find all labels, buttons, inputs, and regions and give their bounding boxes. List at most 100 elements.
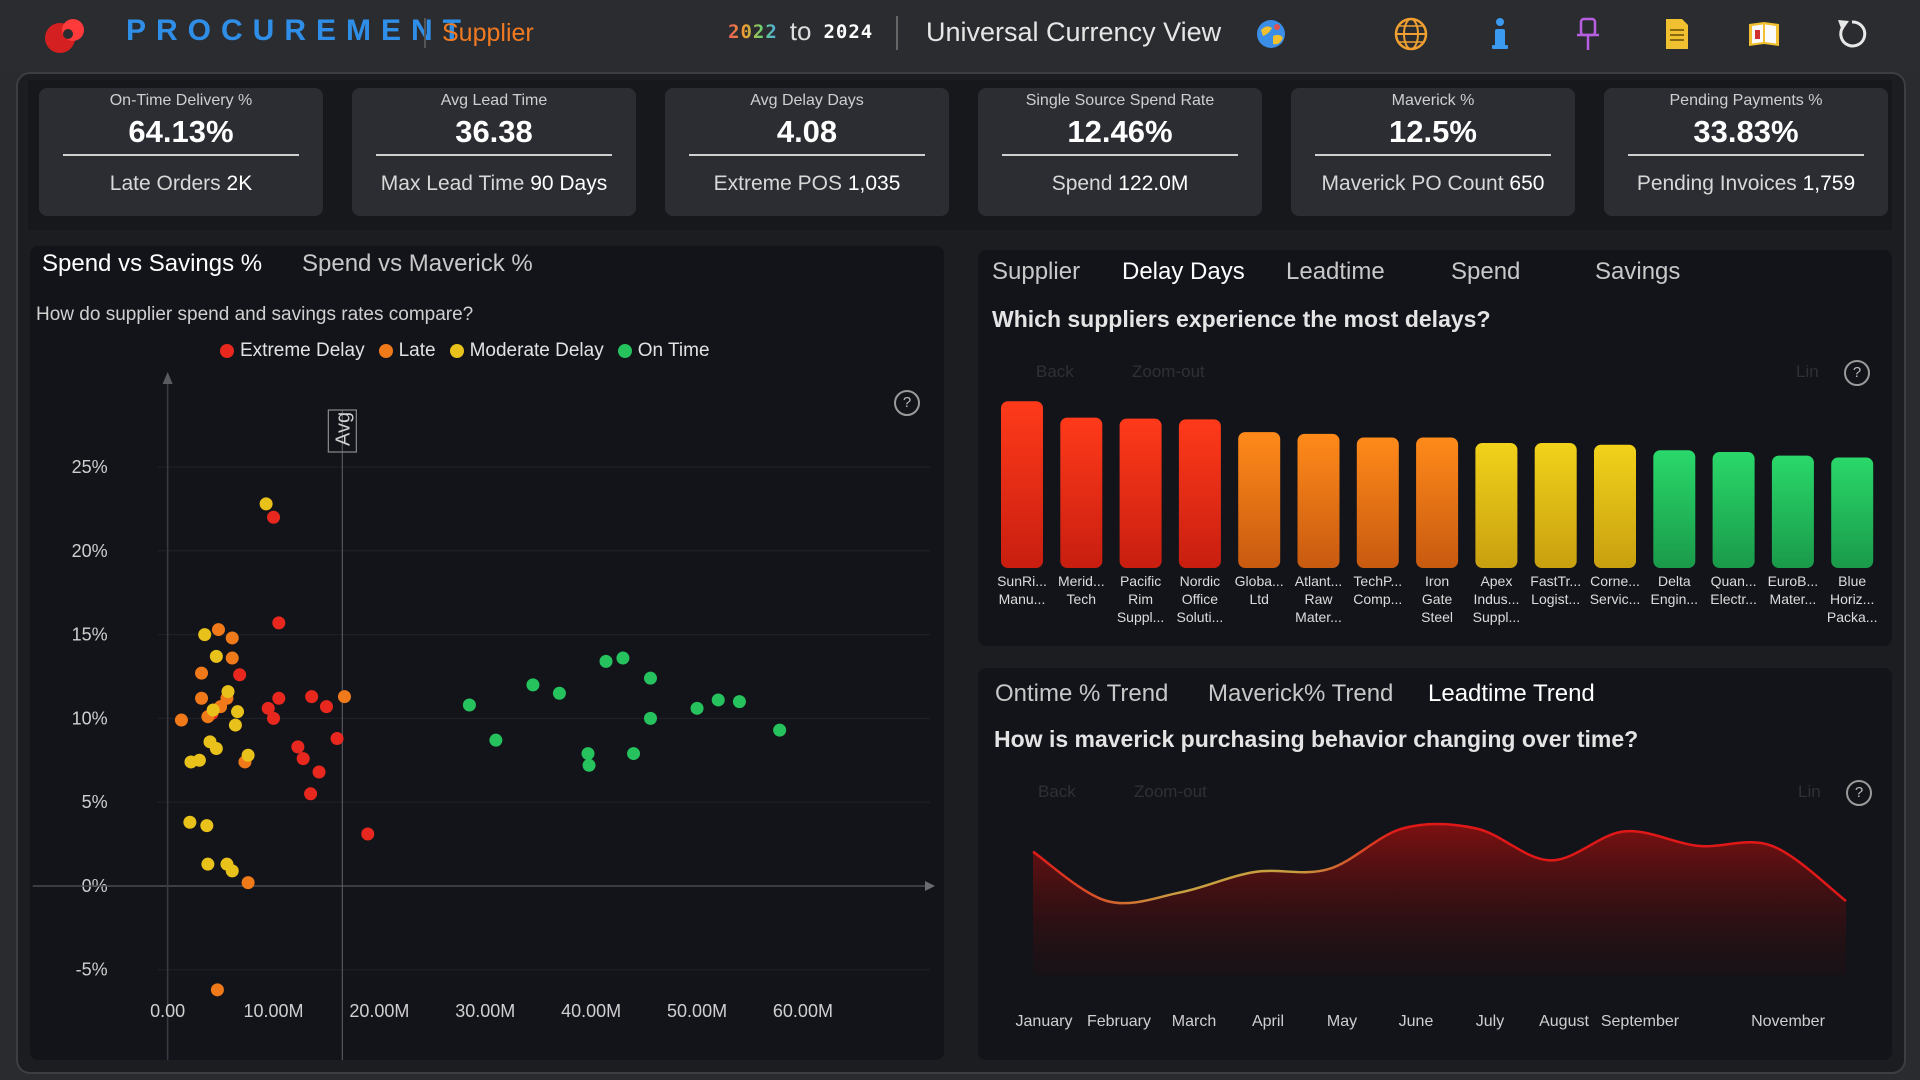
tab-ontime-trend[interactable]: Ontime % Trend (995, 680, 1169, 707)
scatter-point-moderate[interactable] (198, 628, 212, 642)
scatter-help-icon[interactable]: ? (894, 390, 920, 416)
legend-item-moderate[interactable]: Moderate Delay (449, 340, 604, 362)
year-range[interactable]: 2022 to 2024 (728, 16, 873, 47)
delay-bar[interactable] (1712, 452, 1755, 568)
globe-icon[interactable] (1393, 16, 1429, 52)
scatter-point-ontime[interactable] (616, 651, 630, 665)
scatter-point-moderate[interactable] (259, 497, 273, 511)
scatter-point-moderate[interactable] (221, 685, 235, 699)
scatter-point-ontime[interactable] (627, 747, 641, 761)
delay-bar[interactable] (1771, 455, 1814, 568)
delay-bar[interactable] (1416, 437, 1459, 569)
scatter-point-ontime[interactable] (773, 723, 787, 737)
tab-spend-vs-maverick[interactable]: Spend vs Maverick % (302, 250, 533, 277)
scatter-point-moderate[interactable] (200, 819, 214, 833)
scatter-point-moderate[interactable] (201, 857, 215, 871)
bar-back-button[interactable]: Back (1036, 362, 1074, 381)
bar-zoom-out-button[interactable]: Zoom-out (1132, 362, 1205, 381)
scatter-point-extreme[interactable] (361, 827, 375, 841)
currency-globe-icon[interactable] (1255, 18, 1287, 50)
scatter-point-moderate[interactable] (228, 718, 242, 732)
legend-item-late[interactable]: Late (378, 340, 436, 362)
scatter-point-extreme[interactable] (312, 765, 326, 779)
delay-bar[interactable] (1594, 444, 1636, 568)
document-icon[interactable] (1658, 16, 1694, 52)
delay-bar[interactable] (1060, 417, 1103, 568)
scatter-point-late[interactable] (225, 631, 239, 645)
trend-back-button[interactable]: Back (1038, 782, 1076, 801)
scatter-point-extreme[interactable] (296, 752, 310, 766)
scatter-point-late[interactable] (174, 713, 188, 727)
bar-lin-toggle[interactable]: Lin (1796, 362, 1819, 381)
scatter-point-moderate[interactable] (209, 649, 223, 663)
delay-bar[interactable] (1534, 442, 1577, 568)
legend-item-extreme[interactable]: Extreme Delay (220, 340, 365, 362)
kpi-card-delay-days[interactable]: Avg Delay Days 4.08 Extreme POS 1,035 (665, 88, 949, 216)
kpi-card-pending-payments[interactable]: Pending Payments % 33.83% Pending Invoic… (1604, 88, 1888, 216)
scatter-point-moderate[interactable] (241, 748, 255, 762)
book-icon[interactable] (1746, 16, 1782, 52)
scatter-point-ontime[interactable] (599, 654, 613, 668)
scatter-point-ontime[interactable] (526, 678, 540, 692)
reset-icon[interactable] (1834, 16, 1870, 52)
tab-spend[interactable]: Spend (1451, 258, 1521, 285)
scatter-point-ontime[interactable] (462, 698, 476, 712)
scatter-point-late[interactable] (195, 691, 209, 705)
tab-maverick-trend[interactable]: Maverick% Trend (1208, 680, 1394, 707)
trend-help-icon[interactable]: ? (1846, 780, 1872, 806)
scatter-point-late[interactable] (337, 690, 351, 704)
kpi-card-ontime[interactable]: On-Time Delivery % 64.13% Late Orders 2K (39, 88, 323, 216)
tab-leadtime-trend[interactable]: Leadtime Trend (1428, 680, 1595, 707)
delay-bar[interactable] (1001, 401, 1043, 568)
scatter-point-ontime[interactable] (489, 733, 503, 747)
delay-bar[interactable] (1653, 450, 1696, 568)
bar-help-icon[interactable]: ? (1844, 360, 1870, 386)
delay-bar[interactable] (1297, 433, 1340, 568)
scatter-point-late[interactable] (210, 983, 224, 997)
scatter-point-ontime[interactable] (643, 671, 657, 685)
scatter-point-moderate[interactable] (192, 753, 206, 767)
tab-spend-vs-savings[interactable]: Spend vs Savings % (42, 250, 263, 277)
tab-savings[interactable]: Savings (1595, 258, 1681, 285)
scatter-point-extreme[interactable] (272, 691, 286, 705)
scatter-point-extreme[interactable] (319, 700, 333, 714)
info-icon[interactable] (1482, 16, 1518, 52)
trend-zoom-out-button[interactable]: Zoom-out (1134, 782, 1207, 801)
scatter-point-moderate[interactable] (206, 703, 220, 717)
scatter-point-extreme[interactable] (330, 731, 344, 745)
scatter-point-ontime[interactable] (582, 758, 596, 772)
scatter-point-extreme[interactable] (304, 787, 318, 801)
tab-leadtime[interactable]: Leadtime (1286, 258, 1385, 285)
tab-supplier[interactable]: Supplier (992, 258, 1081, 285)
scatter-point-extreme[interactable] (272, 616, 286, 630)
scatter-point-ontime[interactable] (552, 686, 566, 700)
scatter-point-late[interactable] (241, 876, 255, 890)
scatter-point-ontime[interactable] (732, 695, 746, 709)
kpi-card-lead-time[interactable]: Avg Lead Time 36.38 Max Lead Time 90 Day… (352, 88, 636, 216)
scatter-point-moderate[interactable] (209, 742, 223, 756)
scatter-point-late[interactable] (211, 623, 225, 637)
kpi-card-maverick[interactable]: Maverick % 12.5% Maverick PO Count 650 (1291, 88, 1575, 216)
scatter-point-extreme[interactable] (267, 510, 281, 524)
delay-bar[interactable] (1475, 442, 1518, 568)
scatter-point-late[interactable] (225, 651, 239, 665)
delay-bar[interactable] (1831, 457, 1874, 568)
scatter-point-extreme[interactable] (233, 668, 247, 682)
kpi-card-single-source[interactable]: Single Source Spend Rate 12.46% Spend 12… (978, 88, 1262, 216)
year-from[interactable]: 2022 (728, 20, 778, 43)
pin-icon[interactable] (1570, 16, 1606, 52)
delay-bar[interactable] (1238, 432, 1281, 568)
tab-delay-days[interactable]: Delay Days (1122, 258, 1245, 285)
delay-bar[interactable] (1178, 419, 1221, 568)
legend-item-ontime[interactable]: On Time (617, 340, 710, 362)
scatter-point-ontime[interactable] (581, 747, 595, 761)
scatter-point-ontime[interactable] (690, 701, 704, 715)
scatter-point-late[interactable] (195, 666, 209, 680)
trend-line[interactable] (1032, 822, 1847, 905)
scatter-point-extreme[interactable] (261, 701, 275, 715)
scatter-point-moderate[interactable] (231, 705, 245, 719)
year-to[interactable]: 2024 (823, 20, 874, 43)
scatter-point-extreme[interactable] (267, 711, 281, 725)
scatter-point-moderate[interactable] (225, 864, 239, 878)
delay-bar[interactable] (1119, 418, 1162, 568)
